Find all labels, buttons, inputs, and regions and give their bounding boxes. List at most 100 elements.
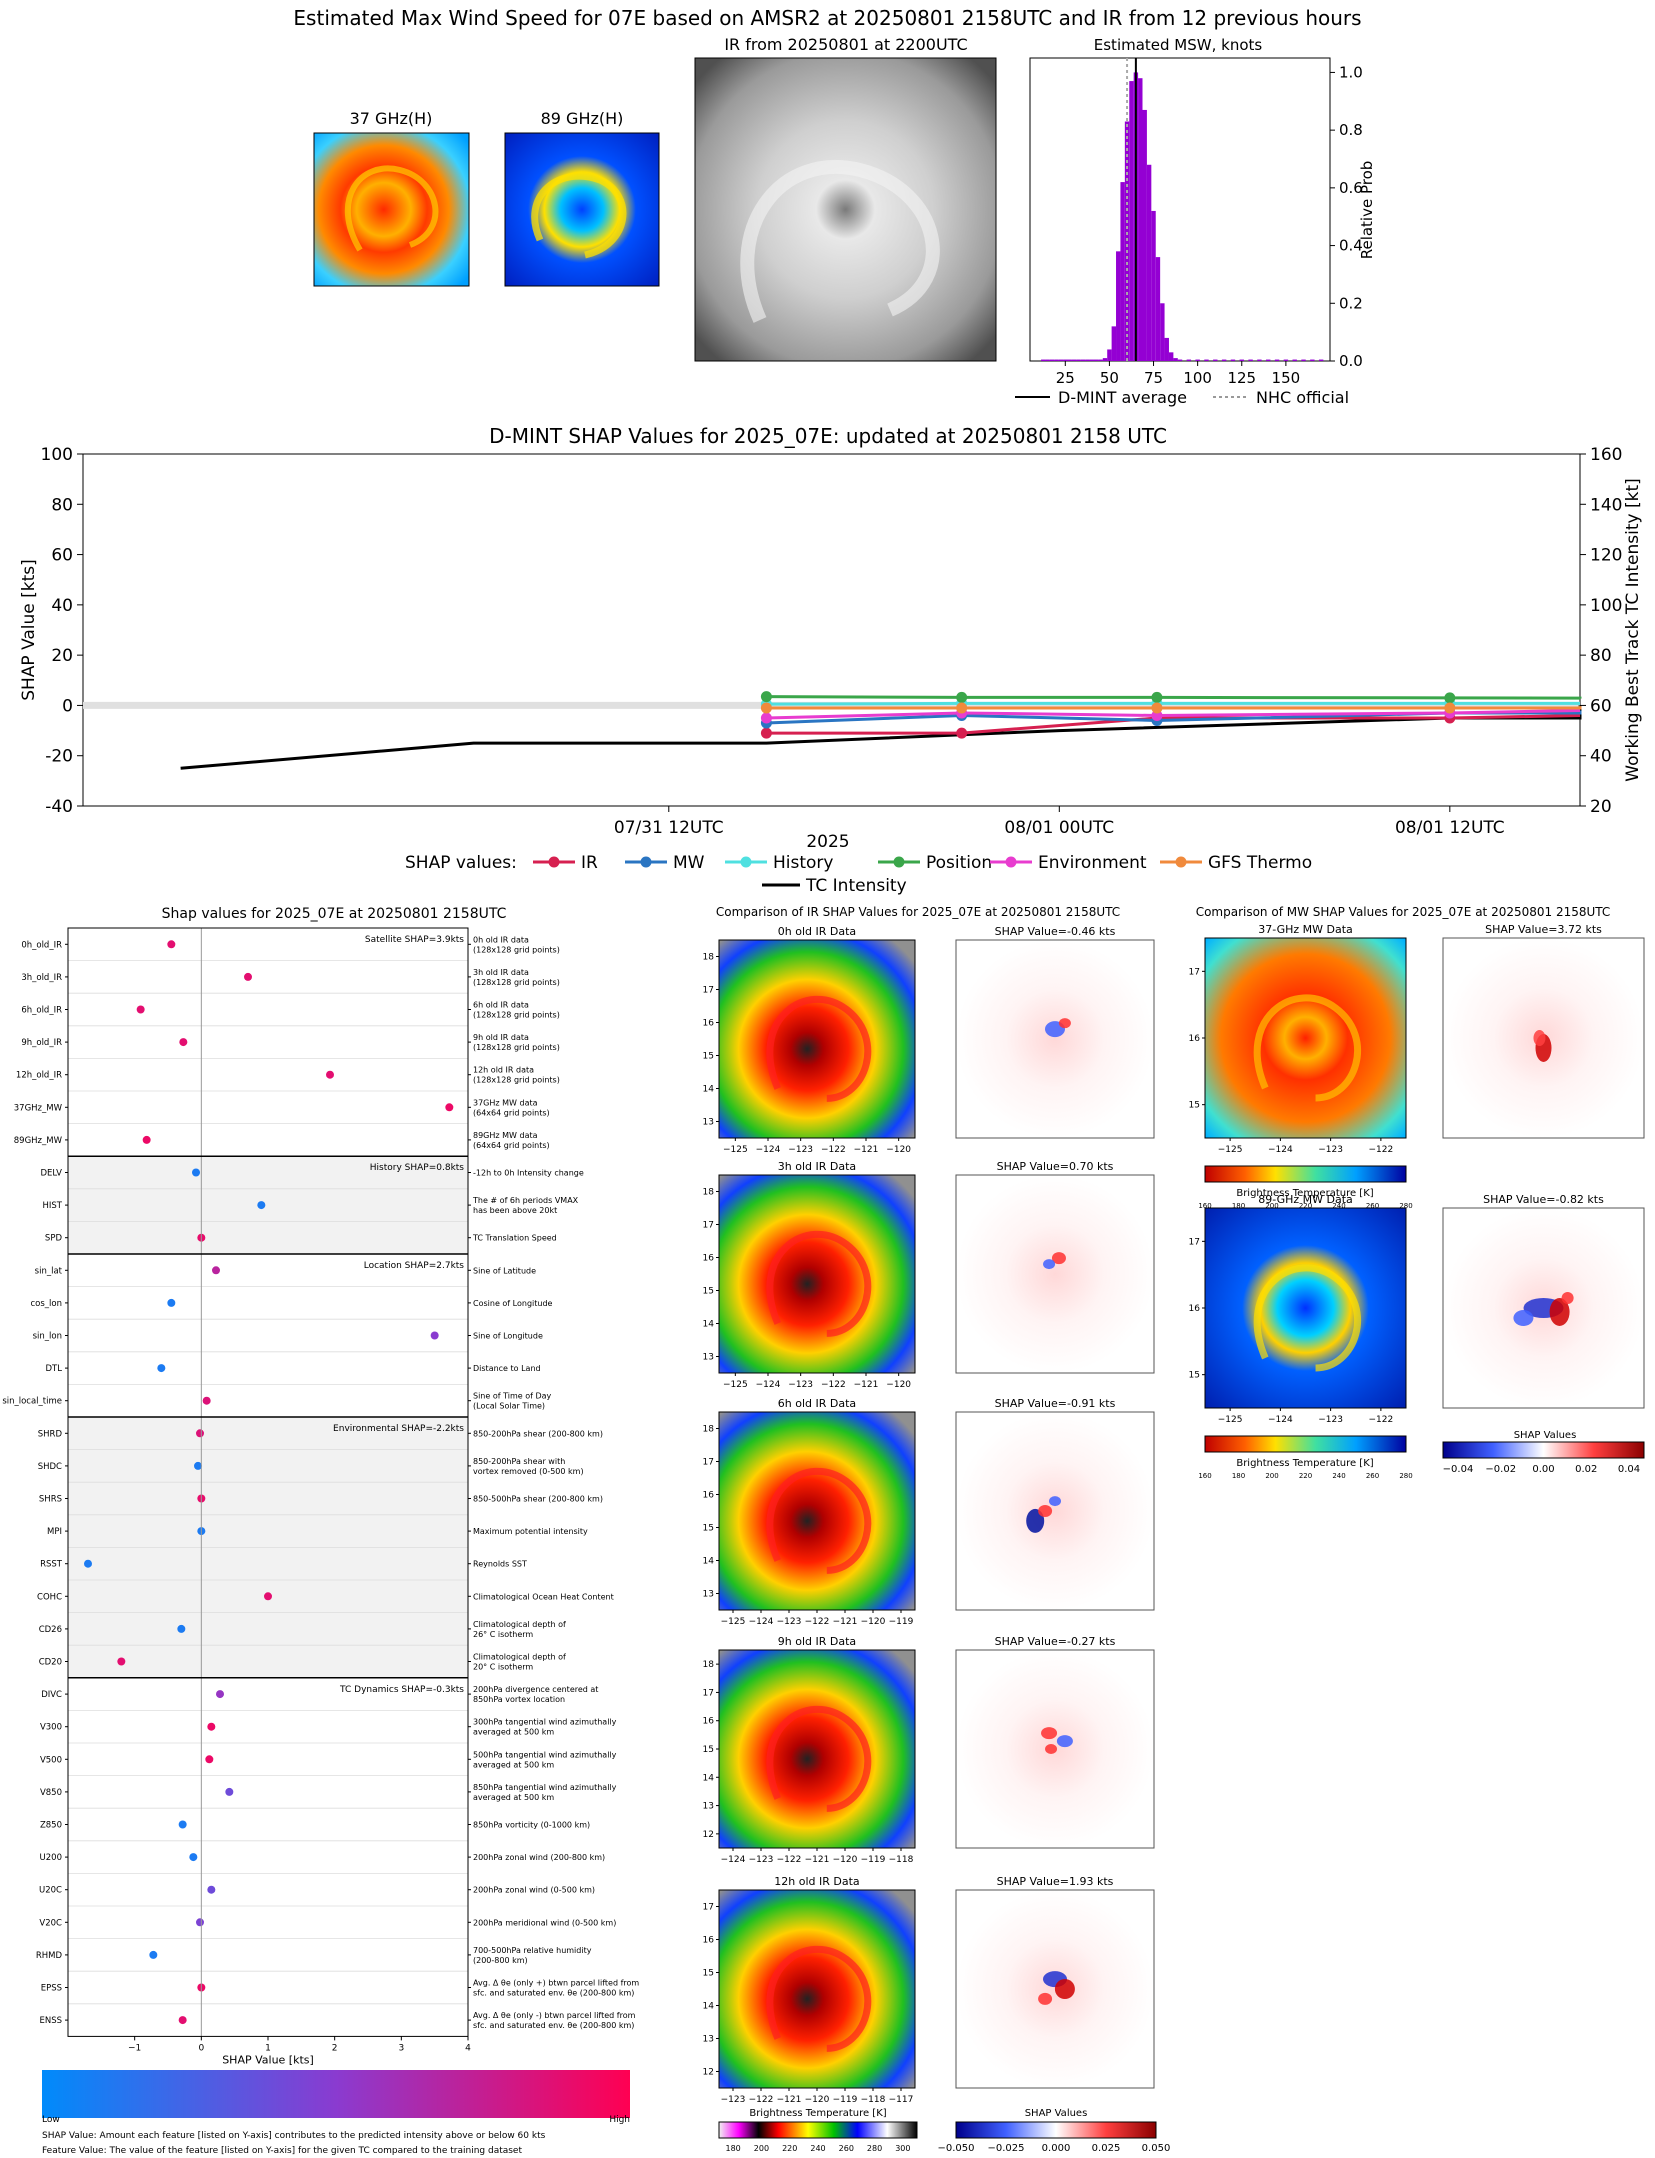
panel-ytick-label: 15 <box>703 1524 714 1534</box>
shap-panel: SHAP Value=-0.27 kts <box>955 1635 1155 1849</box>
series-line-mw <box>766 710 1582 725</box>
colorbar-low-label: Low <box>42 2115 60 2125</box>
ir-comparison-title: Comparison of IR SHAP Values for 2025_07… <box>716 905 1120 919</box>
mw-bt-colorbar <box>1204 1165 1407 1183</box>
ts-y2tick-label: 80 <box>1590 646 1612 666</box>
feature-label: 89GHz_MW <box>14 1136 63 1146</box>
feature-description: (128x128 grid points) <box>473 945 560 954</box>
feature-description: averaged at 500 km <box>473 1793 554 1802</box>
panel-xtick-label: −124 <box>1268 1415 1293 1425</box>
feature-description: 500hPa tangential wind azimuthally <box>473 1750 617 1759</box>
ts-y2tick-label: 120 <box>1590 546 1622 566</box>
shap-panel: SHAP Value=0.70 kts <box>955 1160 1155 1374</box>
feature-description: Sine of Time of Day <box>473 1392 552 1401</box>
panel-ytick-label: 15 <box>1189 1101 1200 1111</box>
scatter-xtick-label: 3 <box>398 2043 404 2053</box>
hist-bar <box>1160 303 1165 361</box>
hist-bar <box>1257 359 1262 361</box>
panel-ytick-label: 16 <box>703 1936 715 1946</box>
feature-label: V500 <box>40 1755 62 1765</box>
scatter-title: Shap values for 2025_07E at 20250801 215… <box>162 906 507 922</box>
mw-bt-colorbar-label: Brightness Temperature [K] <box>1236 1188 1373 1199</box>
panel-xtick-label: −124 <box>756 1380 781 1390</box>
series-point-position <box>956 691 968 703</box>
panel-xtick-label: −122 <box>805 1617 830 1627</box>
feature-label: ENSS <box>39 2016 62 2026</box>
hist-ytick-label: 1.0 <box>1339 63 1363 81</box>
panel-xtick-label: −121 <box>777 2095 802 2105</box>
feature-description: 850-200hPa shear (200-800 km) <box>473 1429 603 1438</box>
feature-point <box>264 1592 272 1601</box>
panel-ytick-label: 15 <box>703 1052 714 1062</box>
feature-description: 89GHz MW data <box>473 1131 538 1140</box>
series-point-position <box>1444 692 1456 704</box>
ir-thumbnail: IR from 20250801 at 2200UTC <box>694 35 997 362</box>
feature-label: EPSS <box>41 1984 62 1994</box>
ir-bt-colorbar <box>718 2121 918 2139</box>
timeseries-title: D-MINT SHAP Values for 2025_07E: updated… <box>489 424 1167 448</box>
shap-panel: SHAP Value=-0.91 kts <box>955 1397 1155 1611</box>
ir-shap-tick: 0.025 <box>1092 2143 1121 2154</box>
feature-point <box>177 1624 186 1633</box>
feature-description: 300hPa tangential wind azimuthally <box>473 1718 617 1727</box>
panel-xtick-label: −120 <box>861 1617 886 1627</box>
feature-label: DTL <box>46 1364 63 1374</box>
scatter-xtick-label: 4 <box>465 2043 471 2053</box>
mw-bt-tick: 160 <box>1198 1472 1211 1480</box>
ir-title: IR from 20250801 at 2200UTC <box>724 35 967 54</box>
mw-bt-tick: 180 <box>1232 1472 1245 1480</box>
panel-xtick-label: −124 <box>721 1855 746 1865</box>
shap-panel-title: SHAP Value=1.93 kts <box>997 1875 1114 1888</box>
feature-description: (Local Solar Time) <box>473 1402 545 1411</box>
feature-point <box>244 972 252 981</box>
hist-bar <box>1071 359 1077 361</box>
panel-xtick-label: −118 <box>861 2095 886 2105</box>
series-point-ir <box>760 727 772 739</box>
group-label: Location SHAP=2.7kts <box>364 1261 465 1271</box>
feature-point <box>136 1005 145 1014</box>
panel-ytick-label: 14 <box>703 1557 715 1567</box>
panel-xtick-label: −125 <box>721 1617 746 1627</box>
shap-panel: SHAP Value=1.93 kts <box>955 1875 1155 2089</box>
ir-shap-tick: 0.050 <box>1142 2143 1171 2154</box>
footnote-shap: SHAP Value: Amount each feature [listed … <box>42 2131 546 2141</box>
feature-label: DELV <box>40 1169 62 1179</box>
series-line-position <box>766 695 1582 700</box>
panel-xtick-label: −119 <box>861 1855 886 1865</box>
panel-ytick-label: 13 <box>703 1802 714 1812</box>
feature-label: RHMD <box>36 1951 63 1961</box>
mw-shap-colorbar-label: SHAP Values <box>1514 1430 1577 1441</box>
shap-panel-title: SHAP Value=-0.27 kts <box>995 1635 1116 1648</box>
hist-title: Estimated MSW, knots <box>1094 36 1263 54</box>
panel-xtick-label: −119 <box>833 2095 858 2105</box>
scatter-xtick-label: 2 <box>332 2043 338 2053</box>
feature-point <box>117 1657 126 1666</box>
panel-ytick-label: 16 <box>703 1254 715 1264</box>
mw-shap-tick: 0.04 <box>1618 1464 1640 1475</box>
series-point-gfs <box>956 702 968 714</box>
ir-bt-tick: 180 <box>726 2144 741 2153</box>
hist-bar <box>1058 359 1064 361</box>
feature-label: 6h_old_IR <box>21 1006 62 1016</box>
feature-label: Z850 <box>40 1821 62 1831</box>
hist-bar <box>1049 359 1055 361</box>
hist-ytick-label: 0.6 <box>1339 179 1363 197</box>
hist-bar <box>1146 164 1152 361</box>
feature-description: (200-800 km) <box>473 1956 528 1965</box>
panel-xtick-label: −125 <box>1218 1415 1243 1425</box>
feature-point <box>178 2016 187 2025</box>
panel-ytick-label: 18 <box>703 1425 715 1435</box>
ts-ytick-label: 80 <box>51 495 73 515</box>
ts-ytick-label: 100 <box>41 445 73 465</box>
panel-xtick-label: −123 <box>749 1855 774 1865</box>
feature-point <box>326 1070 334 1079</box>
feature-description: Distance to Land <box>473 1364 541 1373</box>
legend-history: History <box>773 853 833 873</box>
series-point-environment <box>1151 709 1163 721</box>
feature-description: (128x128 grid points) <box>473 1011 560 1020</box>
timeseries-ylabel: SHAP Value [kts] <box>19 559 39 701</box>
feature-description: 20° C isotherm <box>473 1663 533 1672</box>
shap-panel: SHAP Value=3.72 kts <box>1442 923 1645 1139</box>
panel-ytick-label: 15 <box>703 1969 714 1979</box>
feature-label: sin_lon <box>33 1332 62 1342</box>
